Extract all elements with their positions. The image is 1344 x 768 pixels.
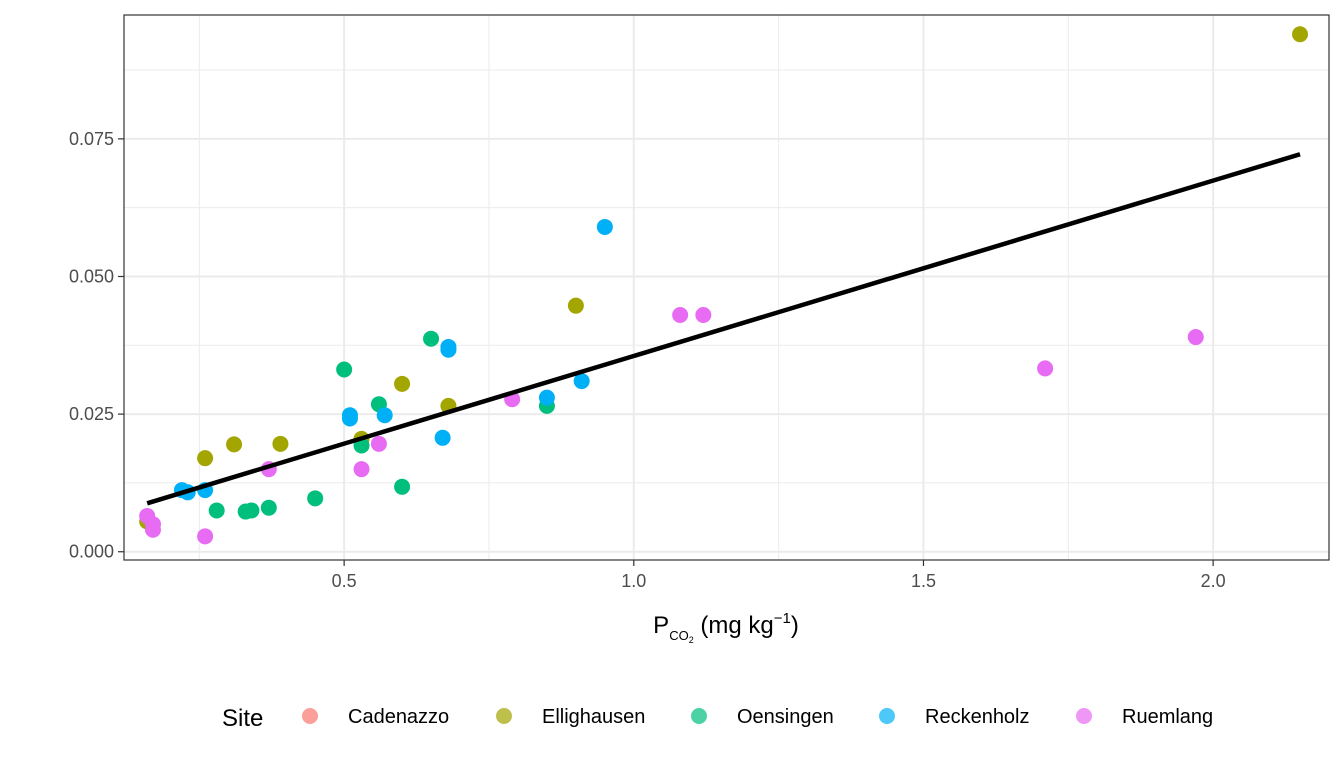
point-oensingen — [208, 502, 225, 519]
panel-border — [123, 14, 1330, 561]
point-ruemlang — [353, 461, 370, 478]
point-reckenholz — [440, 341, 457, 358]
point-oensingen — [243, 502, 260, 519]
legend-label-ruemlang: Ruemlang — [1122, 706, 1213, 728]
point-reckenholz — [573, 373, 590, 390]
y-tick-label: 0.075 — [69, 129, 114, 149]
point-ruemlang — [672, 307, 689, 324]
regression-line-group — [146, 152, 1301, 506]
point-oensingen — [260, 499, 277, 516]
point-ellighausen — [567, 297, 584, 314]
point-oensingen — [336, 361, 353, 378]
x-axis-title-rest: (mg kg — [694, 612, 774, 639]
x-tick-label: 1.5 — [911, 571, 936, 591]
point-reckenholz — [376, 407, 393, 424]
legend-key-reckenholz — [879, 708, 895, 724]
x-axis: 0.5 1.0 1.5 2.0 — [332, 560, 1226, 591]
point-ellighausen — [394, 375, 411, 392]
x-axis-title-sub: CO — [669, 628, 689, 643]
point-ellighausen — [272, 435, 289, 452]
point-ruemlang — [144, 521, 161, 538]
y-tick-label: 0.050 — [69, 266, 114, 286]
point-reckenholz — [538, 389, 555, 406]
x-tick-label: 0.5 — [332, 571, 357, 591]
legend-label-ellighausen: Ellighausen — [542, 706, 645, 728]
point-oensingen — [394, 478, 411, 495]
point-ellighausen — [1292, 26, 1309, 43]
legend: Site Cadenazzo Ellighausen Oensingen Recken… — [222, 705, 1213, 732]
legend-title: Site — [222, 705, 263, 732]
point-reckenholz — [434, 429, 451, 446]
legend-key-ruemlang — [1076, 708, 1092, 724]
point-ruemlang — [1187, 329, 1204, 346]
legend-label-oensingen: Oensingen — [737, 706, 834, 728]
legend-key-cadenazzo — [302, 708, 318, 724]
x-tick-label: 2.0 — [1201, 571, 1226, 591]
regression-line — [146, 152, 1301, 506]
legend-key-oensingen — [691, 708, 707, 724]
y-axis: 0.000 0.025 0.050 0.075 — [69, 129, 124, 562]
x-axis-title-subsub: 2 — [689, 635, 694, 645]
minor-gridlines — [124, 15, 1329, 560]
point-ellighausen — [197, 450, 214, 467]
major-gridlines — [124, 15, 1329, 560]
point-ruemlang — [1037, 360, 1054, 377]
point-ruemlang — [197, 528, 214, 545]
point-oensingen — [307, 490, 324, 507]
x-tick-label: 1.0 — [621, 571, 646, 591]
point-reckenholz — [341, 410, 358, 427]
y-tick-label: 0.025 — [69, 404, 114, 424]
x-axis-title-close: ) — [791, 612, 799, 639]
legend-label-cadenazzo: Cadenazzo — [348, 706, 449, 728]
point-oensingen — [423, 330, 440, 347]
legend-label-reckenholz: Reckenholz — [925, 706, 1030, 728]
data-points — [139, 26, 1309, 545]
x-axis-title-sup: −1 — [774, 610, 791, 627]
point-ruemlang — [695, 307, 712, 324]
legend-key-ellighausen — [496, 708, 512, 724]
point-ellighausen — [226, 436, 243, 453]
x-axis-title-main: P — [653, 612, 669, 639]
y-tick-label: 0.000 — [69, 542, 114, 562]
x-axis-title: PCO2 (mg kg−1) — [653, 610, 799, 645]
point-ruemlang — [370, 435, 387, 452]
point-reckenholz — [596, 218, 613, 235]
